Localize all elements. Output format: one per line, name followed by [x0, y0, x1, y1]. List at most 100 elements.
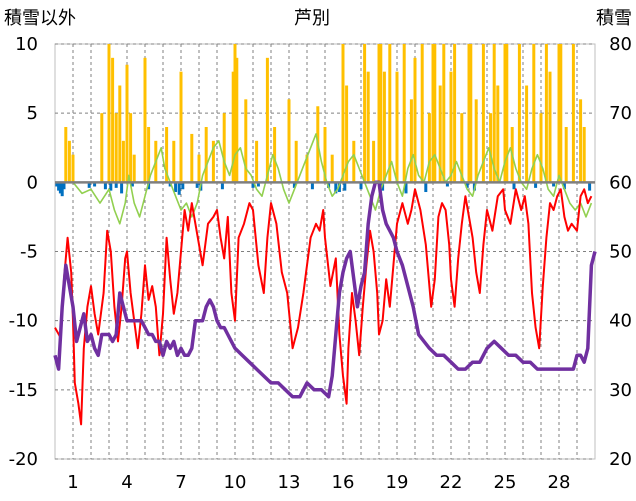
x-tick-label: 10 — [224, 472, 247, 493]
right-tick-label: 40 — [609, 311, 632, 332]
precipitation-bar — [402, 44, 406, 183]
precipitation-bar — [363, 44, 367, 183]
sunshine-bar — [337, 182, 341, 193]
right-tick-label: 30 — [609, 380, 632, 401]
sunshine-bar — [120, 182, 124, 194]
precipitation-bar — [323, 127, 327, 183]
precipitation-bar — [489, 113, 493, 183]
sunshine-bar — [60, 182, 64, 197]
precipitation-bar — [165, 127, 169, 183]
precipitation-bar — [114, 113, 118, 183]
precipitation-bar — [111, 57, 115, 183]
precipitation-bar — [433, 44, 437, 183]
precipitation-bar — [379, 44, 383, 183]
sunshine-bar — [55, 182, 59, 187]
precipitation-bar — [294, 140, 298, 183]
sunshine-bar — [251, 182, 255, 188]
precipitation-bar — [481, 44, 485, 183]
sunshine-bar — [359, 182, 363, 190]
precipitation-bar — [474, 99, 478, 183]
precipitation-bar — [539, 113, 543, 183]
x-tick-label: 28 — [548, 472, 571, 493]
precipitation-bar — [341, 44, 345, 183]
sunshine-bar — [147, 182, 151, 190]
sunshine-bar — [552, 182, 556, 187]
sunshine-bar — [195, 182, 199, 188]
precipitation-bar — [496, 85, 500, 183]
precipitation-bar — [233, 44, 237, 183]
bars-layer — [55, 44, 592, 197]
precipitation-bar — [129, 113, 133, 183]
precipitation-bar — [179, 71, 183, 183]
precipitation-bar — [467, 44, 471, 183]
left-tick-label: -10 — [9, 311, 38, 332]
sunshine-bar — [445, 182, 449, 187]
precipitation-bar — [388, 44, 392, 183]
precipitation-bar — [235, 57, 239, 183]
precipitation-bar — [287, 99, 291, 183]
precipitation-bar — [372, 140, 376, 183]
precipitation-bar — [67, 140, 71, 183]
sunshine-bar — [181, 182, 185, 190]
precipitation-bar — [409, 99, 413, 183]
right-tick-label: 50 — [609, 242, 632, 263]
x-tick-label: 25 — [494, 472, 517, 493]
sunshine-bar — [62, 182, 66, 190]
left-axis-title: 積雪以外 — [4, 8, 76, 29]
precipitation-bar — [366, 71, 370, 183]
precipitation-bar — [64, 127, 68, 183]
right-tick-label: 70 — [609, 103, 632, 124]
sunshine-bar — [256, 182, 260, 187]
lines-layer — [53, 133, 597, 426]
x-tick-label: 7 — [175, 472, 186, 493]
x-tick-label: 1 — [67, 472, 78, 493]
sunshine-bar — [343, 182, 347, 191]
precipitation-bar — [544, 44, 548, 183]
x-tick-label: 13 — [278, 472, 301, 493]
precipitation-bar — [564, 127, 568, 183]
precipitation-bar — [571, 44, 575, 183]
sunshine-bar — [93, 182, 97, 187]
chart-title: 芦別 — [294, 8, 330, 29]
precipitation-bar — [442, 44, 446, 183]
x-tick-label: 16 — [332, 472, 355, 493]
sunshine-bar — [57, 182, 61, 191]
right-axis-title: 積雪 — [596, 8, 632, 29]
precipitation-bar — [427, 113, 431, 183]
precipitation-bar — [382, 71, 386, 183]
precipitation-bar — [582, 127, 586, 183]
sunshine-bar — [424, 182, 428, 193]
temperature-line — [54, 188, 593, 426]
precipitation-bar — [143, 57, 147, 183]
right-tick-label: 80 — [609, 34, 632, 55]
left-tick-label: -20 — [9, 449, 38, 470]
precipitation-bar — [377, 44, 381, 183]
precipitation-bar — [559, 44, 563, 183]
precipitation-bar — [352, 140, 356, 183]
precipitation-bar — [125, 64, 129, 183]
precipitation-bar — [71, 154, 75, 183]
precipitation-bar — [222, 113, 226, 183]
precipitation-bar — [273, 127, 277, 183]
precipitation-bar — [147, 127, 151, 183]
precipitation-bar — [211, 140, 215, 183]
precipitation-bar — [431, 44, 435, 183]
sunshine-bar — [114, 182, 118, 188]
precipitation-bar — [517, 44, 521, 183]
precipitation-bar — [503, 44, 507, 183]
sunshine-bar — [588, 182, 592, 191]
sunshine-bar — [174, 182, 178, 193]
x-tick-label: 4 — [121, 472, 132, 493]
wind-line — [72, 133, 593, 225]
precipitation-bar — [395, 71, 399, 183]
left-tick-label: 0 — [27, 172, 38, 193]
precipitation-bar — [413, 57, 417, 183]
sunshine-bar — [562, 182, 566, 190]
x-tick-label: 19 — [386, 472, 409, 493]
precipitation-bar — [532, 44, 536, 183]
precipitation-bar — [100, 113, 104, 183]
x-tick-label: 22 — [440, 472, 463, 493]
